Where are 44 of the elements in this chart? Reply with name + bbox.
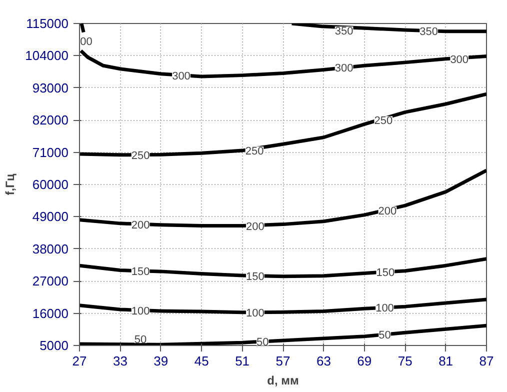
annotation: 50 <box>256 336 269 349</box>
annotation: 150 <box>376 267 395 280</box>
annotation: 50 <box>378 329 391 342</box>
y-tick-label: 49000 <box>32 209 69 224</box>
x-tick-label: 57 <box>276 354 290 368</box>
annotation: 350 <box>334 26 354 38</box>
y-tick-label: 16000 <box>32 306 69 321</box>
x-tick-label: 51 <box>235 354 250 368</box>
annotation: 00 <box>80 36 92 48</box>
annotation: 300 <box>450 54 469 66</box>
x-tick-label: 39 <box>154 354 168 368</box>
x-tick-label: 63 <box>316 354 331 368</box>
annotation: 250 <box>374 115 393 128</box>
y-tick-label: 104000 <box>25 48 69 64</box>
annotation: 100 <box>246 307 264 320</box>
annotation: 200 <box>131 219 150 232</box>
x-axis-title: d, мм <box>267 374 299 388</box>
annotation: 150 <box>131 266 150 278</box>
x-tick-label: 75 <box>398 354 412 368</box>
y-tick-label: 93000 <box>32 80 69 96</box>
y-tick-label: 82000 <box>32 112 69 128</box>
annotation: 300 <box>172 70 190 82</box>
y-tick-label: 5000 <box>40 338 68 353</box>
y-tick-label: 71000 <box>32 144 69 160</box>
x-tick-label: 87 <box>479 354 494 368</box>
x-tick-label: 69 <box>357 354 372 368</box>
y-tick-label: 60000 <box>32 177 69 192</box>
annotation: 150 <box>246 270 264 283</box>
annotation: 350 <box>420 26 438 38</box>
x-tick-label: 27 <box>72 354 87 368</box>
annotation: 200 <box>378 206 397 218</box>
x-tick-label: 33 <box>112 354 128 368</box>
x-tick-label: 45 <box>194 354 209 368</box>
annotation: 200 <box>246 220 264 233</box>
annotation: 100 <box>376 302 394 315</box>
annotation: 100 <box>131 305 150 318</box>
x-tick-label: 81 <box>438 354 454 368</box>
annotation: 250 <box>131 150 150 162</box>
y-tick-label: 38000 <box>32 241 69 256</box>
y-tick-label: 27000 <box>32 274 69 289</box>
y-axis-title: f,Гц <box>3 173 18 196</box>
annotation: 300 <box>334 62 354 75</box>
y-tick-label: 115000 <box>26 16 69 31</box>
annotation: 250 <box>245 146 264 158</box>
